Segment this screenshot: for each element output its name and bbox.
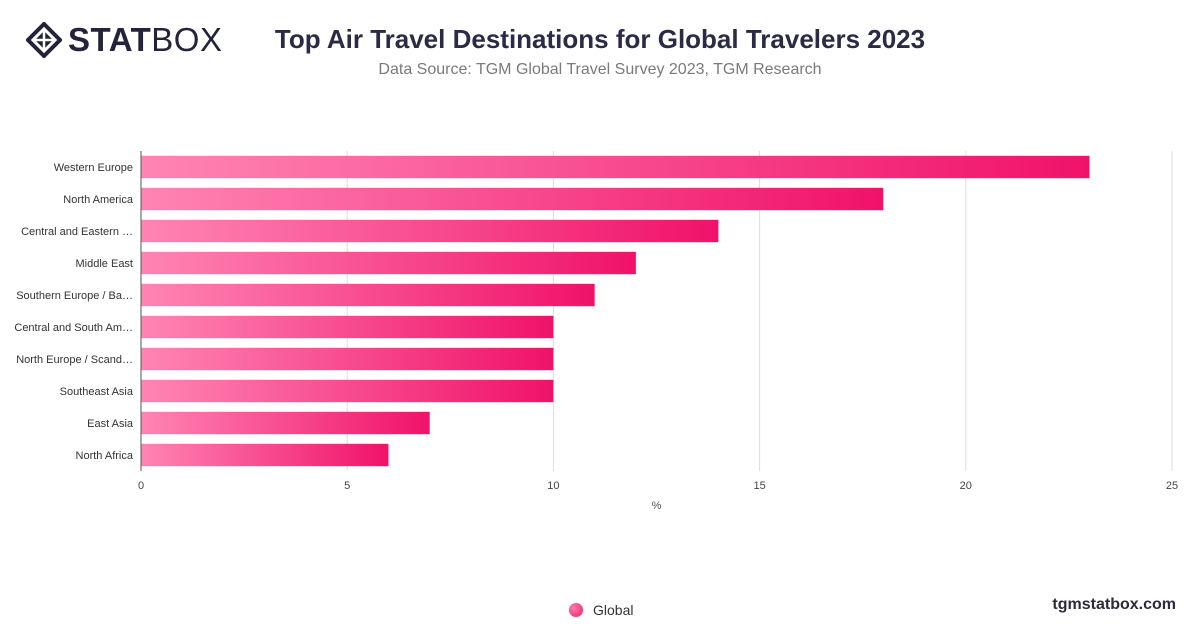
- bar-5[interactable]: [141, 315, 554, 339]
- bar-9[interactable]: [141, 443, 389, 467]
- footer-site-url: tgmstatbox.com: [1052, 596, 1176, 613]
- bar-3[interactable]: [141, 251, 636, 275]
- category-label-7: Southeast Asia: [60, 386, 134, 398]
- logo-diamond-icon: [26, 22, 62, 58]
- x-tick-labels: 0 5 10 15 20 25: [138, 480, 1178, 492]
- bar-8[interactable]: [141, 411, 430, 435]
- bars: [141, 155, 1090, 467]
- chart-title: Top Air Travel Destinations for Global T…: [274, 24, 926, 54]
- legend-dot-icon: [569, 603, 583, 617]
- logo-wordmark: STATBOX: [68, 22, 222, 58]
- bar-2[interactable]: [141, 219, 719, 243]
- category-label-3: Middle East: [76, 258, 133, 270]
- legend-item-global[interactable]: Global: [569, 602, 633, 618]
- category-label-0: Western Europe: [54, 162, 133, 174]
- bar-1[interactable]: [141, 187, 884, 211]
- x-tick-label-15: 15: [753, 480, 765, 492]
- bar-6[interactable]: [141, 347, 554, 371]
- logo-light-text: BOX: [151, 21, 223, 58]
- category-label-9: North Africa: [76, 450, 134, 462]
- statbox-logo: STATBOX: [26, 22, 222, 58]
- category-labels: Western Europe North America Central and E…: [14, 162, 134, 462]
- x-tick-label-25: 25: [1166, 480, 1178, 492]
- logo-strong-text: STAT: [68, 21, 152, 58]
- x-axis-title: %: [652, 500, 662, 512]
- x-tick-label-5: 5: [344, 480, 350, 492]
- category-label-8: East Asia: [87, 418, 134, 430]
- category-label-1: North America: [63, 194, 134, 206]
- x-tick-label-20: 20: [960, 480, 972, 492]
- bar-0[interactable]: [141, 155, 1090, 179]
- bar-7[interactable]: [141, 379, 554, 403]
- category-label-2: Central and Eastern …: [21, 226, 133, 238]
- category-label-5: Central and South Am…: [14, 322, 133, 334]
- legend-label: Global: [593, 602, 634, 618]
- category-label-4: Southern Europe / Ba…: [16, 290, 133, 302]
- bar-4[interactable]: [141, 283, 595, 307]
- chart-subtitle: Data Source: TGM Global Travel Survey 20…: [378, 61, 822, 78]
- x-tick-label-10: 10: [547, 480, 559, 492]
- category-label-6: North Europe / Scand…: [16, 354, 133, 366]
- x-tick-label-0: 0: [138, 480, 144, 492]
